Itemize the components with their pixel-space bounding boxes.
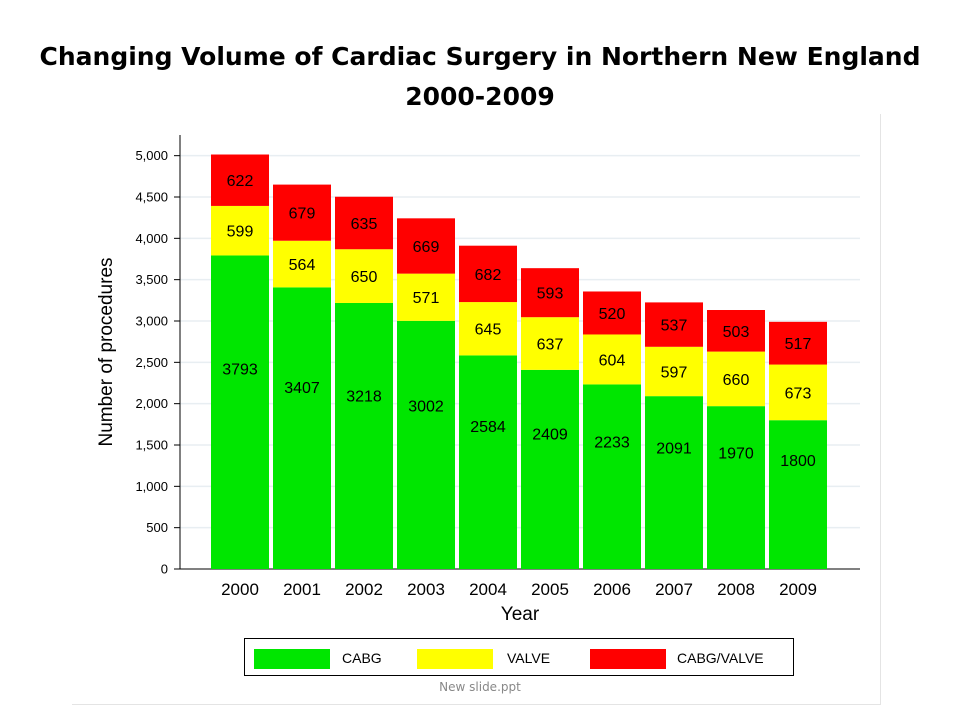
y-tick-label: 500: [146, 520, 168, 535]
data-label-cabg: 2584: [470, 419, 506, 436]
x-axis-title: Year: [501, 604, 540, 625]
bar-segment-cabg: [645, 396, 703, 569]
data-label-cabg-valve: 669: [413, 239, 440, 256]
data-label-cabg-valve: 622: [227, 173, 254, 190]
bar-segment-valve: [769, 364, 827, 421]
x-tick-label: 2006: [593, 580, 631, 599]
data-label-cabg: 3218: [346, 389, 382, 406]
bar-segment-cabg-valve: [335, 196, 393, 250]
bar-segment-cabg: [211, 255, 269, 570]
x-tick-label: 2002: [345, 580, 383, 599]
bar-segment-valve: [397, 273, 455, 321]
data-label-cabg-valve: 503: [723, 324, 750, 341]
data-label-cabg-valve: 682: [475, 267, 502, 284]
bar-segment-valve: [521, 317, 579, 370]
x-tick-label: 2009: [779, 580, 817, 599]
y-tick-label: 4,000: [135, 231, 168, 246]
data-label-cabg: 3407: [284, 380, 320, 397]
data-label-cabg-valve: 517: [785, 336, 812, 353]
data-label-cabg: 2409: [532, 427, 568, 444]
y-tick-label: 5,000: [135, 148, 168, 163]
y-tick-label: 3,000: [135, 314, 168, 329]
bar-segment-cabg-valve: [769, 321, 827, 365]
data-label-cabg-valve: 520: [599, 306, 626, 323]
y-tick-label: 1,000: [135, 479, 168, 494]
legend-swatch-cabg-valve: [590, 649, 666, 669]
chart-subtitle: 2000-2009: [405, 82, 555, 111]
x-tick-label: 2000: [221, 580, 259, 599]
legend-swatch-cabg: [254, 649, 330, 669]
bar-segment-valve: [459, 302, 517, 356]
x-tick-label: 2005: [531, 580, 569, 599]
y-axis-title: Number of procedures: [96, 257, 117, 446]
legend-swatch-valve: [417, 649, 493, 669]
bar-segment-cabg: [769, 420, 827, 569]
y-tick-label: 2,500: [135, 355, 168, 370]
x-tick-label: 2007: [655, 580, 693, 599]
y-tick-label: 1,500: [135, 438, 168, 453]
y-tick-label: 0: [161, 562, 168, 577]
bar-segment-valve: [707, 351, 765, 407]
legend-label-cabg: CABG: [342, 650, 382, 666]
plot-frame: [72, 114, 881, 705]
bar-segment-valve: [273, 240, 331, 288]
bar-segment-cabg-valve: [273, 184, 331, 241]
x-tick-label: 2008: [717, 580, 755, 599]
data-label-valve: 650: [351, 269, 378, 286]
bar-segment-cabg: [459, 355, 517, 569]
x-tick-label: 2001: [283, 580, 321, 599]
data-label-cabg-valve: 593: [537, 286, 564, 303]
data-label-valve: 604: [599, 352, 626, 369]
data-label-valve: 564: [289, 257, 316, 274]
data-label-cabg-valve: 635: [351, 216, 378, 233]
data-label-valve: 599: [227, 224, 254, 241]
data-label-valve: 645: [475, 322, 502, 339]
legend-label-valve: VALVE: [507, 650, 551, 666]
data-label-cabg: 2233: [594, 434, 630, 451]
bar-segment-cabg-valve: [707, 310, 765, 352]
bar-segment-valve: [583, 334, 641, 385]
data-label-cabg: 3793: [222, 362, 258, 379]
footer-filename: New slide.ppt: [439, 680, 521, 694]
data-label-valve: 660: [723, 372, 750, 389]
bar-segment-cabg: [521, 369, 579, 569]
y-tick-label: 2,000: [135, 396, 168, 411]
data-label-valve: 673: [785, 385, 812, 402]
y-tick-label: 3,500: [135, 272, 168, 287]
y-tick-label: 4,500: [135, 190, 168, 205]
data-label-valve: 637: [537, 337, 564, 354]
chart-title: Changing Volume of Cardiac Surgery in No…: [39, 42, 921, 71]
data-label-cabg: 1970: [718, 445, 754, 462]
x-tick-label: 2003: [407, 580, 445, 599]
legend-label-cabg-valve: CABG/VALVE: [677, 650, 764, 666]
bar-segment-cabg: [707, 406, 765, 569]
bar-segment-cabg-valve: [521, 268, 579, 318]
chart-legend: CABG VALVE CABG/VALVE: [244, 638, 794, 676]
bar-segment-valve: [335, 249, 393, 303]
bar-segment-cabg-valve: [397, 218, 455, 274]
bar-segment-cabg: [397, 320, 455, 569]
data-label-cabg-valve: 679: [289, 206, 316, 223]
data-label-valve: 597: [661, 364, 688, 381]
bar-segment-cabg-valve: [583, 291, 641, 335]
bar-segment-valve: [645, 346, 703, 397]
data-label-cabg: 1800: [780, 453, 816, 470]
data-label-valve: 571: [413, 290, 440, 307]
bar-segment-valve: [211, 205, 269, 256]
bar-segment-cabg: [273, 287, 331, 569]
x-tick-label: 2004: [469, 580, 507, 599]
data-label-cabg: 3002: [408, 399, 444, 416]
bar-segment-cabg-valve: [645, 302, 703, 347]
bar-segment-cabg: [335, 302, 393, 569]
bar-segment-cabg-valve: [459, 245, 517, 303]
bar-segment-cabg: [583, 384, 641, 569]
bar-segment-cabg-valve: [211, 154, 269, 206]
data-label-cabg-valve: 537: [661, 318, 688, 335]
data-label-cabg: 2091: [656, 440, 692, 457]
